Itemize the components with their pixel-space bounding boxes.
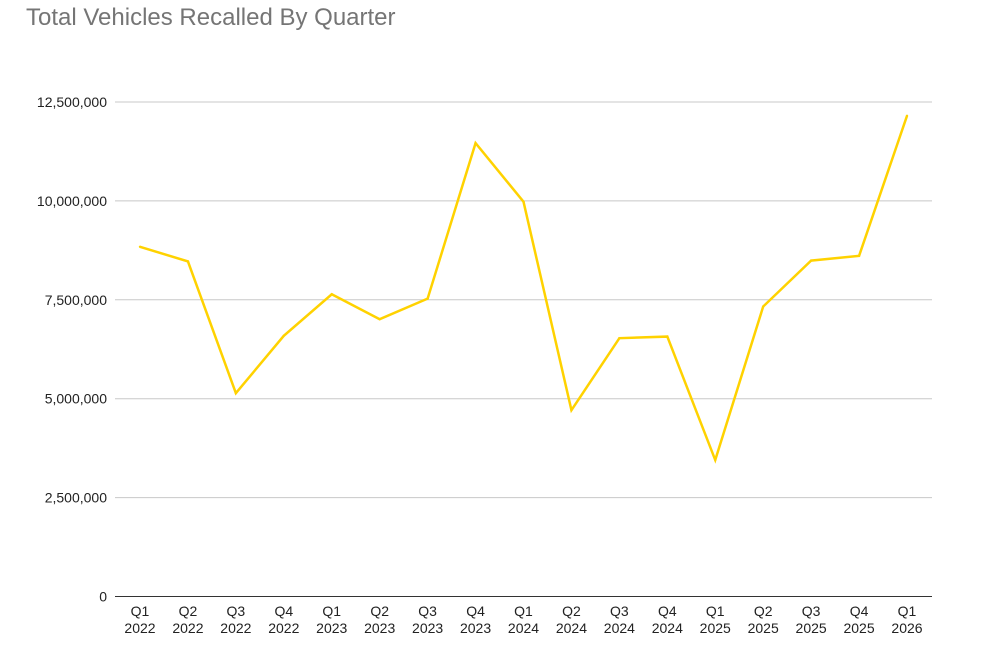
y-tick-label: 10,000,000: [37, 193, 107, 209]
data-point: [474, 141, 477, 145]
data-point: [714, 458, 717, 462]
x-tick-label: Q2 2025: [748, 603, 779, 636]
data-point: [330, 293, 333, 296]
y-tick-label: 12,500,000: [37, 94, 107, 110]
data-point: [138, 245, 142, 248]
data-point: [666, 335, 669, 338]
x-tick-label: Q3 2024: [604, 603, 635, 636]
x-tick-label: Q4 2022: [268, 603, 299, 636]
x-tick-label: Q4 2025: [843, 603, 874, 636]
x-tick-label: Q4 2024: [652, 603, 683, 636]
series-line: [139, 115, 909, 464]
y-tick-label: 0: [99, 589, 107, 605]
x-tick-label: Q3 2025: [796, 603, 827, 636]
x-tick-label: Q3 2023: [412, 603, 443, 636]
x-tick-label: Q3 2022: [220, 603, 251, 636]
data-point: [809, 259, 813, 262]
x-tick-label: Q4 2023: [460, 603, 491, 636]
data-point: [761, 305, 765, 308]
data-point: [426, 297, 429, 300]
x-tick-label: Q1 2023: [316, 603, 347, 636]
y-tick-label: 2,500,000: [45, 490, 107, 506]
data-point: [234, 391, 238, 395]
x-tick-label: Q2 2024: [556, 603, 587, 636]
data-point: [378, 317, 381, 321]
data-point: [522, 200, 525, 203]
y-tick-label: 5,000,000: [45, 391, 107, 407]
data-point: [618, 336, 621, 340]
y-tick-label: 7,500,000: [45, 292, 107, 308]
data-point: [282, 334, 286, 337]
data-point: [905, 114, 909, 118]
x-tick-label: Q1 2025: [700, 603, 731, 636]
data-point: [186, 260, 190, 263]
x-tick-label: Q2 2022: [172, 603, 203, 636]
x-tick-label: Q2 2023: [364, 603, 395, 636]
x-tick-label: Q1 2026: [891, 603, 922, 636]
data-point: [570, 408, 573, 412]
chart-title: Total Vehicles Recalled By Quarter: [26, 4, 396, 31]
x-tick-label: Q1 2022: [124, 603, 155, 636]
data-point: [857, 254, 861, 258]
x-tick-label: Q1 2024: [508, 603, 539, 636]
